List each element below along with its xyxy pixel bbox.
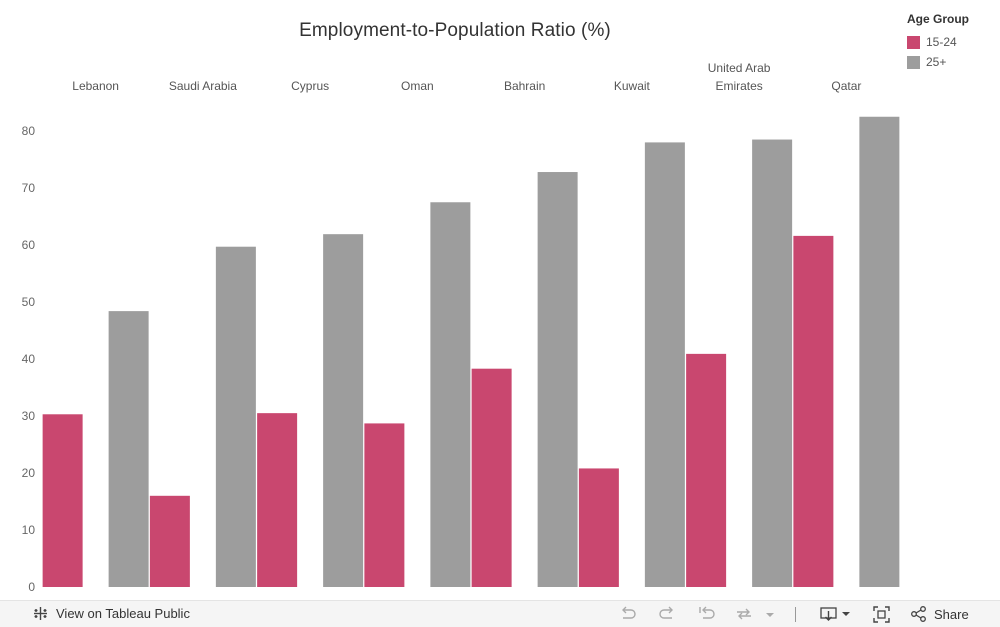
bar-qatar-15-24[interactable] [793,235,834,587]
bar-lebanon-15-24[interactable] [42,414,83,587]
y-tick-label-0: 0 [28,580,35,594]
legend-swatch-25-plus [907,55,920,69]
category-label-oman: Oman [401,79,434,93]
y-tick-label-30: 30 [22,409,36,423]
legend-item-15-24[interactable]: 15-24 [907,32,969,52]
category-label-saudi-arabia: Saudi Arabia [169,79,237,93]
y-tick-label-20: 20 [22,466,36,480]
legend-title: Age Group [907,12,969,26]
legend-label-25-plus: 25+ [926,55,947,69]
category-label-kuwait: Kuwait [614,79,651,93]
bar-cyprus-25-plus[interactable] [323,234,364,588]
bar-saudi-arabia-25-plus[interactable] [215,246,256,587]
share-label: Share [934,606,969,622]
bar-bahrain-15-24[interactable] [471,368,512,587]
tableau-logo-icon [34,607,47,620]
y-tick-label-40: 40 [22,352,36,366]
bar-lebanon-25-plus[interactable] [108,311,149,587]
category-label-lebanon: Lebanon [72,79,119,93]
bar-kuwait-15-24[interactable] [578,468,619,587]
bar-chart: 0 10 20 30 40 50 60 70 80 Lebanon Saudi Arabia Cypr… [22,61,900,594]
y-tick-label-60: 60 [22,238,36,252]
refresh-icon[interactable] [735,606,777,622]
legend-swatch-15-24 [907,35,920,49]
y-tick-label-10: 10 [22,523,36,537]
bar-kuwait-25-plus[interactable] [644,142,685,587]
bar-saudi-arabia-15-24[interactable] [149,495,190,587]
tableau-toolbar: View on Tableau Public Share [0,600,1000,627]
bar-united-arab-emirates-15-24[interactable] [686,353,727,587]
bar-united-arab-emirates-25-plus[interactable] [752,139,793,588]
legend: Age Group 15-24 25+ [907,12,969,72]
bar-oman-15-24[interactable] [364,423,405,587]
y-tick-label-70: 70 [22,181,36,195]
share-icon [911,606,926,622]
view-on-tableau-public-button[interactable]: View on Tableau Public [33,606,190,621]
category-label-united-arab-emirates: United Arab Emirates [708,61,771,93]
category-label-cyprus: Cyprus [291,79,329,93]
revert-icon[interactable] [698,606,716,622]
download-icon[interactable] [820,606,852,622]
share-button[interactable]: Share [910,606,969,622]
undo-icon[interactable] [619,606,637,622]
bar-cyprus-15-24[interactable] [257,413,298,587]
category-label-bahrain: Bahrain [504,79,545,93]
bar-qatar-25-plus[interactable] [859,116,900,587]
toolbar-separator [795,607,796,622]
category-label-qatar: Qatar [831,79,861,93]
bar-bahrain-25-plus[interactable] [537,172,578,588]
legend-item-25-plus[interactable]: 25+ [907,52,969,72]
fullscreen-icon[interactable] [873,606,890,623]
chart-area: Employment-to-Population Ratio (%) 0 10 20… [22,12,969,594]
legend-label-15-24: 15-24 [926,35,957,49]
redo-icon[interactable] [658,606,676,622]
bar-oman-25-plus[interactable] [430,202,471,587]
chart-title: Employment-to-Population Ratio (%) [299,20,611,41]
y-tick-label-80: 80 [22,124,36,138]
view-on-tableau-public-label: View on Tableau Public [56,606,190,621]
y-tick-label-50: 50 [22,295,36,309]
